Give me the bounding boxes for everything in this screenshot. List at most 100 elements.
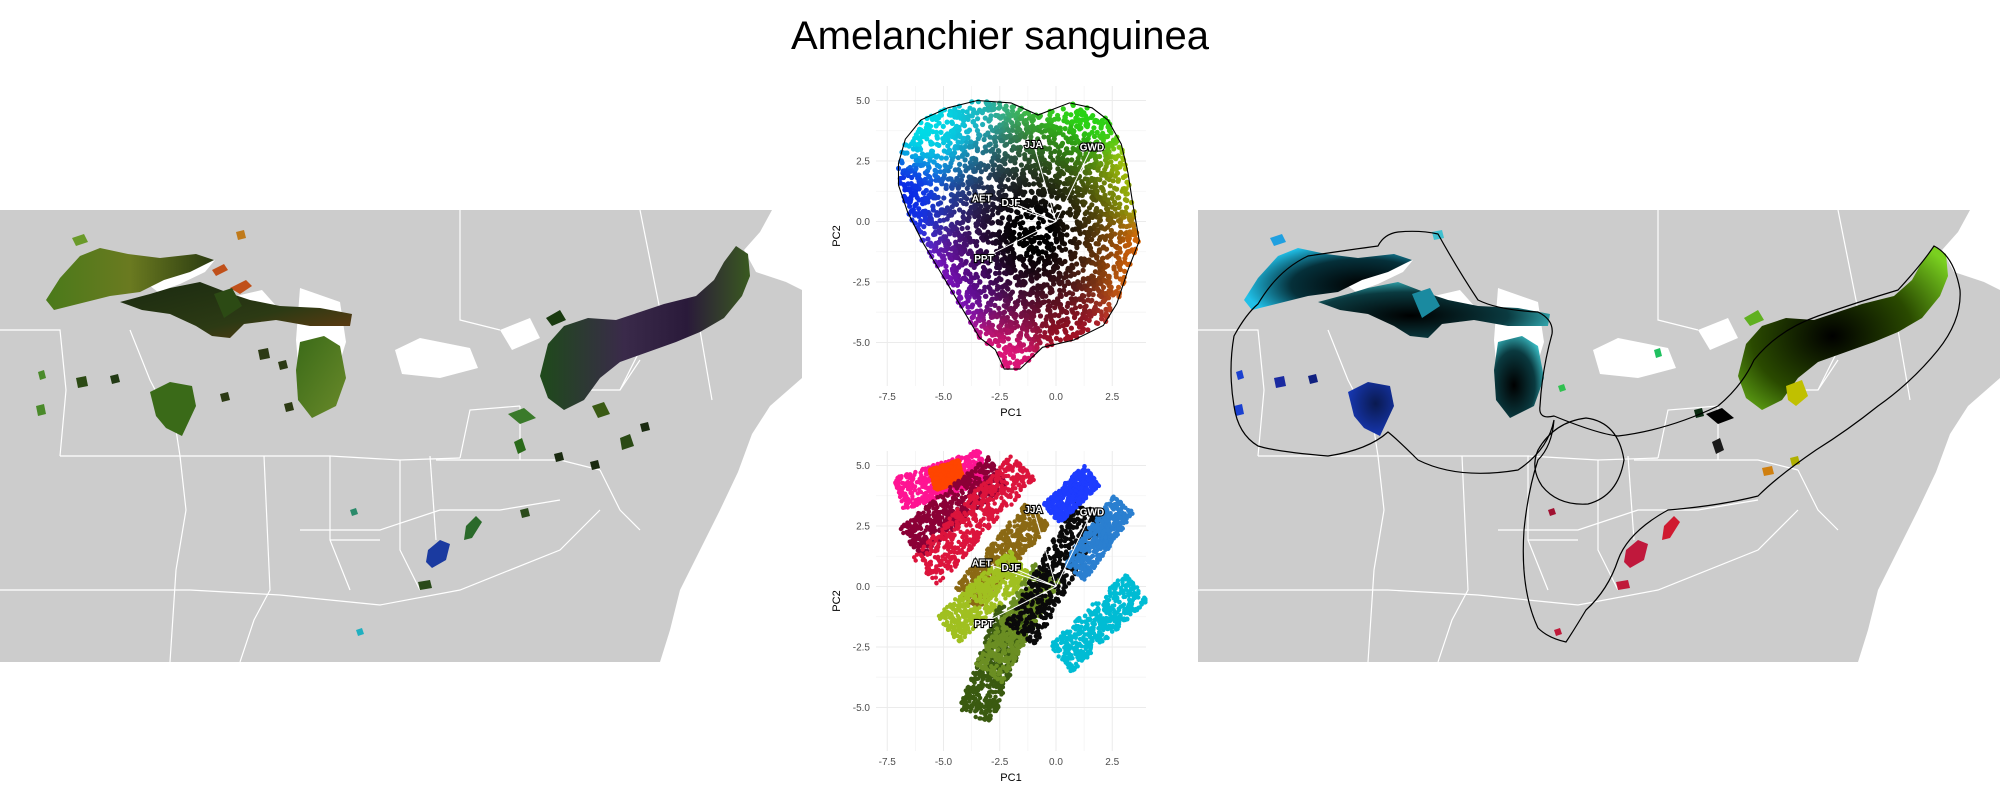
data-point [906,186,912,192]
data-point [1019,113,1025,119]
data-point [1047,154,1054,160]
data-point [1104,263,1111,269]
data-point [936,483,942,489]
data-point [1076,140,1082,146]
data-point [1091,232,1097,238]
data-point [1063,111,1069,117]
data-point [904,150,910,156]
data-point [917,487,922,492]
data-point [1071,165,1077,171]
data-point [923,534,928,540]
data-point [1015,210,1021,216]
data-point [1014,216,1020,222]
data-point [928,218,934,224]
data-point [923,471,929,477]
data-point [921,190,927,196]
data-point [1101,244,1107,250]
data-point [960,108,966,114]
data-point [930,499,936,504]
data-point [980,185,987,191]
data-point [1064,189,1070,196]
data-point [1084,276,1090,282]
data-point [1047,140,1053,146]
data-point [949,266,955,272]
data-point [936,541,941,546]
data-point [1024,129,1031,135]
data-point [1094,205,1100,212]
data-point [972,213,978,220]
data-point [900,486,905,491]
data-point [1006,329,1012,335]
data-point [1082,283,1088,289]
data-point [1017,132,1023,138]
data-point [1018,225,1024,231]
data-point [1070,145,1076,151]
data-point [1086,312,1092,318]
data-point [1095,320,1101,326]
data-point [1049,193,1055,199]
data-point [980,121,986,128]
data-point [972,481,978,486]
data-point [1004,323,1010,329]
data-point [927,488,932,493]
data-point [1089,279,1095,285]
data-point [1026,159,1032,165]
data-point [933,173,939,179]
data-point [1098,125,1104,131]
y-tick-label: 5.0 [856,96,870,107]
data-point [1003,192,1009,198]
data-point [1073,296,1079,302]
data-point [965,481,970,486]
data-point [922,475,927,480]
data-point [943,492,948,497]
data-point [961,240,967,246]
data-point [969,198,975,204]
data-point [982,469,987,475]
data-point [968,471,973,476]
data-point [977,329,983,335]
data-point [1108,232,1114,238]
data-point [1052,231,1058,238]
data-point [1115,178,1121,184]
data-point [942,135,948,141]
data-point [984,458,989,463]
data-point [1104,279,1110,285]
data-point [1018,214,1024,220]
data-point [966,214,972,221]
data-point [978,169,984,175]
data-point [900,489,905,495]
vector-label-aet: AET [972,193,992,204]
data-point [964,455,969,460]
data-point [952,254,958,260]
data-point [988,255,994,261]
data-point [978,313,984,319]
data-point [1029,147,1035,153]
data-point [1099,316,1105,322]
data-point [1041,134,1047,140]
data-point [1104,254,1110,260]
data-point [930,575,935,581]
data-point [1054,159,1060,166]
data-point [971,264,977,270]
data-point [956,112,962,118]
data-point [1053,227,1059,233]
data-point [1006,347,1012,353]
data-point [959,173,966,179]
data-point [1047,163,1053,169]
data-point [967,462,972,467]
data-point [1073,109,1079,115]
data-point [985,107,991,113]
vector-djf [1010,201,1057,222]
data-point [1064,232,1070,238]
data-point [1042,239,1049,245]
data-point [1017,148,1023,154]
data-point [1071,284,1077,290]
data-point [956,290,962,296]
data-point [1073,209,1079,216]
data-point [938,112,944,118]
data-point [1116,284,1122,290]
data-point [1085,327,1091,333]
data-point [974,299,980,305]
data-point [982,132,989,138]
data-point [925,236,931,242]
